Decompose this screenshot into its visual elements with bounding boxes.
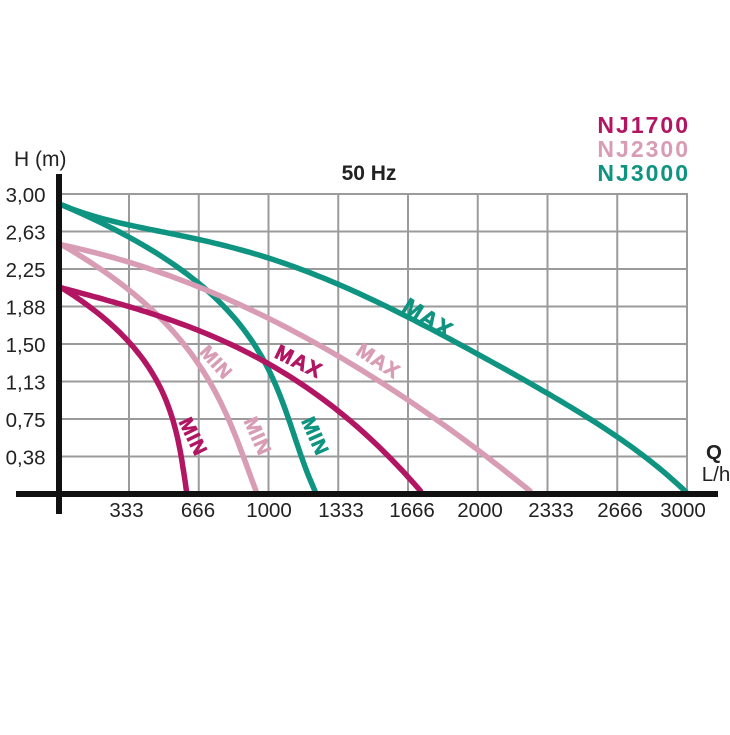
svg-text:H (m): H (m) (14, 148, 66, 171)
svg-text:NJ3000: NJ3000 (597, 160, 690, 186)
svg-text:L/h: L/h (702, 463, 730, 486)
svg-text:2666: 2666 (597, 499, 643, 522)
svg-text:1,50: 1,50 (6, 334, 46, 357)
svg-text:666: 666 (181, 499, 215, 522)
svg-text:2,63: 2,63 (6, 222, 46, 245)
svg-text:1333: 1333 (318, 499, 364, 522)
svg-text:1000: 1000 (246, 499, 292, 522)
svg-text:NJ1700: NJ1700 (597, 112, 690, 138)
svg-text:3000: 3000 (660, 499, 706, 522)
svg-text:0,75: 0,75 (6, 409, 46, 432)
svg-text:1,13: 1,13 (6, 372, 46, 395)
svg-text:0,38: 0,38 (6, 447, 46, 470)
svg-text:1,88: 1,88 (6, 297, 46, 320)
svg-text:1666: 1666 (389, 499, 435, 522)
svg-text:2,25: 2,25 (6, 259, 46, 282)
svg-text:50 Hz: 50 Hz (342, 162, 397, 185)
svg-text:333: 333 (109, 499, 143, 522)
svg-text:3,00: 3,00 (6, 184, 46, 207)
svg-text:2333: 2333 (528, 499, 574, 522)
svg-text:Q: Q (706, 441, 722, 464)
svg-text:2000: 2000 (457, 499, 503, 522)
svg-text:NJ2300: NJ2300 (597, 136, 690, 162)
